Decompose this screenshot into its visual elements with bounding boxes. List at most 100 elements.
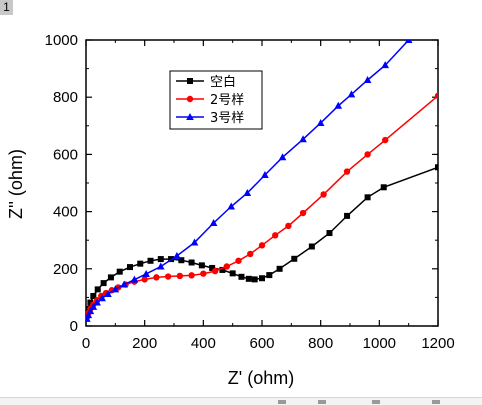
data-point bbox=[120, 280, 128, 288]
data-point bbox=[188, 272, 195, 279]
data-point bbox=[164, 273, 172, 280]
data-point bbox=[176, 272, 184, 280]
y-tick-label: 1000 bbox=[45, 32, 78, 49]
data-point bbox=[90, 292, 97, 299]
legend: 空白 2号样 3号样 bbox=[169, 70, 263, 130]
data-point bbox=[89, 302, 98, 310]
data-point bbox=[190, 238, 199, 246]
data-point bbox=[299, 209, 307, 217]
data-point bbox=[291, 255, 298, 262]
data-point bbox=[173, 251, 181, 259]
y-tick-label: 800 bbox=[53, 89, 78, 106]
data-point bbox=[104, 289, 112, 297]
x-tick-label: 1000 bbox=[363, 335, 396, 352]
data-point bbox=[93, 298, 101, 306]
data-point bbox=[127, 264, 133, 271]
data-point bbox=[251, 276, 258, 283]
data-point bbox=[343, 168, 351, 175]
data-point bbox=[364, 151, 371, 158]
legend-label: 空白 bbox=[210, 74, 236, 90]
data-point bbox=[153, 274, 160, 281]
series-triangle bbox=[86, 40, 413, 322]
data-point bbox=[381, 61, 389, 69]
data-point bbox=[229, 270, 236, 277]
x-tick-label: 0 bbox=[82, 335, 90, 352]
toolbar-mark bbox=[432, 400, 440, 404]
toolbar-mark bbox=[372, 400, 380, 404]
legend-label: 3号样 bbox=[210, 111, 244, 126]
data-point bbox=[238, 273, 245, 280]
data-point bbox=[380, 184, 387, 191]
data-point bbox=[272, 232, 279, 239]
data-point bbox=[157, 256, 164, 263]
data-point bbox=[100, 280, 107, 287]
data-point bbox=[111, 285, 120, 293]
data-point bbox=[334, 101, 343, 109]
data-point bbox=[258, 242, 266, 249]
data-point bbox=[404, 40, 413, 43]
data-point bbox=[98, 294, 106, 302]
x-tick-label: 1200 bbox=[421, 335, 454, 352]
data-point bbox=[259, 275, 265, 282]
y-tick-label: 200 bbox=[53, 261, 78, 278]
y-tick-label: 0 bbox=[70, 318, 78, 335]
data-point bbox=[326, 230, 333, 237]
data-point bbox=[434, 92, 438, 99]
legend-marker bbox=[187, 78, 193, 84]
data-point bbox=[261, 170, 269, 178]
legend-label: 2号样 bbox=[210, 93, 244, 108]
data-point bbox=[347, 90, 356, 98]
data-point bbox=[94, 286, 101, 293]
data-point bbox=[147, 257, 154, 264]
data-point bbox=[223, 263, 230, 270]
series-square bbox=[86, 164, 438, 318]
data-point bbox=[285, 222, 292, 230]
legend-marker bbox=[186, 113, 194, 120]
toolbar-mark bbox=[318, 400, 326, 404]
data-point bbox=[178, 257, 185, 264]
data-point bbox=[266, 272, 273, 279]
data-point bbox=[141, 276, 148, 283]
data-point bbox=[209, 264, 216, 271]
data-point bbox=[276, 265, 283, 272]
bottom-toolbar-strip bbox=[0, 397, 482, 405]
data-point bbox=[219, 266, 226, 273]
data-point bbox=[107, 274, 114, 281]
data-point bbox=[142, 269, 150, 277]
data-point bbox=[211, 267, 219, 275]
data-point bbox=[137, 260, 144, 267]
data-point bbox=[316, 118, 325, 126]
toolbar-mark bbox=[278, 400, 286, 404]
data-point bbox=[299, 135, 307, 143]
data-point bbox=[243, 189, 252, 197]
y-tick-label: 600 bbox=[53, 146, 78, 163]
data-point bbox=[200, 270, 207, 277]
data-point bbox=[209, 219, 218, 227]
corner-tab-label: 1 bbox=[0, 0, 13, 15]
data-point bbox=[320, 191, 327, 198]
data-point bbox=[157, 262, 165, 270]
x-tick-label: 200 bbox=[132, 335, 157, 352]
data-point bbox=[245, 275, 252, 282]
data-point bbox=[247, 250, 254, 258]
legend-marker bbox=[186, 95, 194, 103]
x-tick-label: 400 bbox=[191, 335, 216, 352]
x-tick-label: 800 bbox=[308, 335, 333, 352]
data-point bbox=[227, 202, 235, 210]
data-point bbox=[382, 136, 389, 144]
x-axis-title: Z' (ohm) bbox=[228, 368, 294, 388]
data-point bbox=[188, 259, 195, 266]
data-point bbox=[198, 262, 205, 269]
data-point bbox=[235, 257, 242, 264]
data-point bbox=[363, 76, 372, 84]
data-point bbox=[308, 243, 315, 250]
y-tick-label: 400 bbox=[53, 204, 78, 221]
data-point bbox=[364, 194, 371, 201]
data-point bbox=[435, 164, 438, 171]
data-point bbox=[116, 268, 123, 275]
data-point bbox=[130, 275, 139, 283]
y-axis-title: Z'' (ohm) bbox=[6, 149, 26, 219]
data-point bbox=[87, 299, 94, 306]
data-point bbox=[278, 153, 287, 161]
